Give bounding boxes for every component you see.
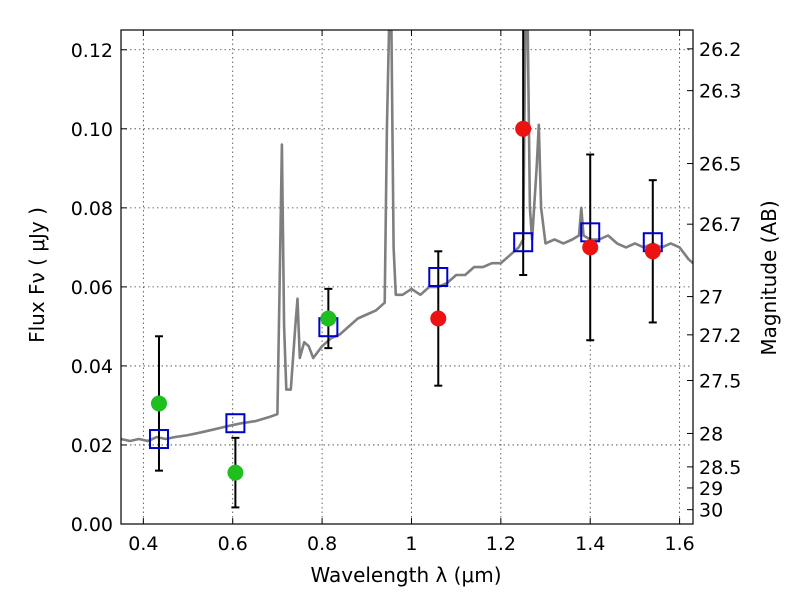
mag-tick-label: 29 xyxy=(699,478,723,500)
plot-area xyxy=(121,30,693,509)
mag-tick-label: 27 xyxy=(699,287,723,309)
x-tick-label: 0.6 xyxy=(218,533,248,555)
mag-tick-label: 27.5 xyxy=(699,371,741,393)
mag-tick-label: 26.7 xyxy=(699,214,741,236)
mag-tick-label: 26.5 xyxy=(699,154,741,176)
x-tick-label: 0.4 xyxy=(128,533,158,555)
spectrum-line xyxy=(121,30,693,443)
mag-tick-label: 27.2 xyxy=(699,325,741,347)
red-point-marker xyxy=(430,310,447,327)
y-tick-label: 0.12 xyxy=(71,40,113,62)
mag-tick-label: 30 xyxy=(699,500,723,522)
red-point-marker xyxy=(515,120,532,137)
mag-tick-label: 28.5 xyxy=(699,457,741,479)
x-tick-label: 1.2 xyxy=(486,533,516,555)
right-axis-title: Magnitude (AB) xyxy=(757,200,781,355)
model-square-marker xyxy=(148,429,169,450)
mag-tick-label: 28 xyxy=(699,423,723,445)
green-point-marker xyxy=(227,464,244,481)
x-tick-label: 1 xyxy=(405,533,417,555)
red-point-marker xyxy=(644,243,661,260)
grid xyxy=(121,30,693,525)
x-tick-label: 1.4 xyxy=(575,533,605,555)
y-tick-label: 0.02 xyxy=(71,435,113,457)
model-square-marker xyxy=(428,267,449,287)
mag-tick-label: 26.2 xyxy=(699,39,741,61)
red-point-marker xyxy=(582,239,599,256)
green-point-marker xyxy=(320,310,337,327)
plot-frame xyxy=(120,29,694,525)
mag-tick-label: 26.3 xyxy=(699,81,741,103)
y-axis-title: Flux Fν ( μJy ) xyxy=(25,207,49,343)
model-square-marker xyxy=(513,232,534,253)
plot-content xyxy=(121,30,693,509)
y-tick-label: 0.06 xyxy=(71,277,113,299)
y-tick-label: 0.10 xyxy=(71,119,113,141)
axis-ticks: 0.4 0.6 0.8 1 1.2 1.4 1.6 0.00 0.02 0.04 0.06 0.08 0… xyxy=(71,30,741,555)
y-tick-label: 0.00 xyxy=(71,514,113,536)
x-axis-title: Wavelength λ (μm) xyxy=(310,563,501,587)
y-tick-label: 0.04 xyxy=(71,356,113,378)
y-tick-label: 0.08 xyxy=(71,198,113,220)
model-square-marker xyxy=(225,413,246,434)
x-tick-label: 0.8 xyxy=(307,533,337,555)
x-tick-label: 1.6 xyxy=(664,533,694,555)
green-point-marker xyxy=(150,395,167,412)
